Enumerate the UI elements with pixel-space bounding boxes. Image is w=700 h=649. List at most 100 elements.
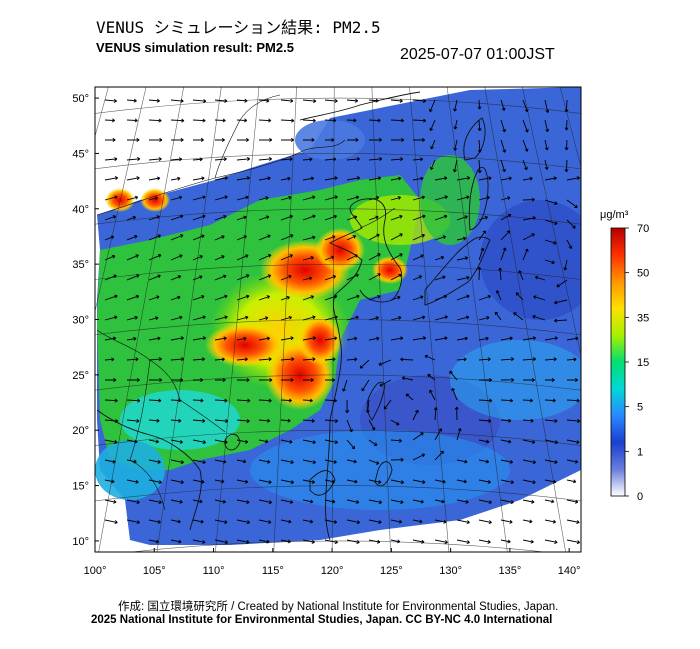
wind-arrow xyxy=(258,439,269,444)
map-content xyxy=(95,87,581,552)
wind-arrow xyxy=(324,176,338,181)
lon-tick-label: 115° xyxy=(262,565,284,577)
wind-arrow xyxy=(324,118,337,123)
wind-arrow xyxy=(532,314,546,321)
wind-arrow xyxy=(236,294,250,301)
colorbar-label: 0 xyxy=(637,491,643,503)
wind-arrow xyxy=(434,539,448,545)
wind-arrow xyxy=(544,439,559,445)
wind-arrow xyxy=(390,253,403,261)
wind-arrow xyxy=(500,459,514,464)
wind-arrow xyxy=(456,236,467,241)
wind-arrow xyxy=(564,119,569,131)
wind-arrow xyxy=(478,294,491,301)
wind-arrow xyxy=(324,479,336,484)
wind-arrow xyxy=(434,195,448,201)
wind-arrow xyxy=(280,499,294,504)
wind-arrow xyxy=(104,377,117,382)
wind-arrow xyxy=(126,234,138,241)
lon-tick-label: 100° xyxy=(84,565,107,577)
wind-arrow xyxy=(500,159,506,173)
wind-arrow xyxy=(126,137,140,142)
wind-arrow xyxy=(258,137,273,142)
wind-arrow xyxy=(126,459,137,464)
wind-arrow xyxy=(302,295,314,301)
wind-arrow xyxy=(478,418,492,423)
wind-arrow xyxy=(192,137,204,142)
wind-arrow xyxy=(454,406,459,421)
colorbar: μg/m³ 70 50 35 15 5 1 0 xyxy=(600,209,649,503)
wind-arrow xyxy=(302,539,315,544)
wind-arrow xyxy=(104,137,116,142)
wind-arrow xyxy=(214,419,229,423)
wind-arrow xyxy=(258,316,269,321)
wind-arrow xyxy=(390,479,405,485)
wind-arrow xyxy=(170,439,183,444)
wind-arrow xyxy=(566,357,577,362)
wind-arrow xyxy=(390,98,403,103)
axis-ticks xyxy=(94,97,570,552)
wind-arrow xyxy=(236,357,248,362)
wind-arrow xyxy=(412,295,424,301)
wind-arrow xyxy=(390,176,402,181)
wind-arrow xyxy=(170,336,184,341)
wind-arrow xyxy=(566,336,579,341)
wind-arrow xyxy=(214,137,225,142)
wind-arrow xyxy=(401,376,414,381)
wind-arrow xyxy=(566,519,580,524)
wind-arrow xyxy=(368,439,378,446)
wind-arrow xyxy=(192,157,203,162)
wind-arrow xyxy=(324,419,339,423)
wind-arrow xyxy=(192,255,203,261)
wind-arrow xyxy=(324,499,336,504)
wind-arrow xyxy=(324,398,337,403)
wind-arrow xyxy=(170,539,182,544)
lat-tick-label: 40° xyxy=(72,204,89,216)
wind-arrow xyxy=(214,398,228,403)
japan-green xyxy=(420,155,480,245)
wind-arrow xyxy=(390,457,404,462)
wind-arrow xyxy=(170,118,185,123)
wind-arrow xyxy=(346,315,359,321)
wind-arrow xyxy=(192,499,203,504)
wind-arrow xyxy=(104,336,117,341)
wind-arrow xyxy=(500,519,513,524)
wind-arrow xyxy=(324,439,338,445)
wind-arrow xyxy=(368,539,381,544)
wind-arrow xyxy=(104,357,115,362)
wind-arrow xyxy=(192,539,206,544)
wind-arrow xyxy=(368,519,382,524)
wind-arrow xyxy=(214,315,228,321)
wind-arrow xyxy=(192,479,205,484)
wind-arrow xyxy=(280,377,294,382)
wind-arrow xyxy=(434,336,448,341)
wind-arrow xyxy=(544,239,557,245)
wind-arrow xyxy=(500,398,514,403)
wind-arrow xyxy=(412,336,427,341)
wind-arrow xyxy=(390,499,404,504)
wind-arrow xyxy=(170,357,185,362)
wind-arrow xyxy=(236,479,249,484)
wind-arrow xyxy=(126,195,139,201)
wind-arrow xyxy=(148,418,160,423)
wind-arrow xyxy=(104,398,118,403)
wind-arrow xyxy=(434,428,442,441)
wind-arrow xyxy=(214,157,227,162)
wind-arrow xyxy=(451,387,458,401)
wind-arrow xyxy=(280,295,290,301)
wind-arrow xyxy=(434,255,445,261)
wind-arrow xyxy=(346,98,359,103)
wind-arrow xyxy=(534,275,546,281)
wind-arrow xyxy=(478,398,493,403)
wind-arrow xyxy=(236,98,248,103)
wind-arrow xyxy=(346,195,360,201)
wind-arrow xyxy=(236,118,248,123)
wind-arrow xyxy=(104,98,117,103)
wind-arrow xyxy=(478,377,493,382)
wind-arrow xyxy=(170,295,181,301)
wind-arrow xyxy=(302,99,317,103)
wind-arrow xyxy=(170,519,181,524)
wind-arrow xyxy=(302,377,314,382)
wind-arrow xyxy=(346,479,358,484)
